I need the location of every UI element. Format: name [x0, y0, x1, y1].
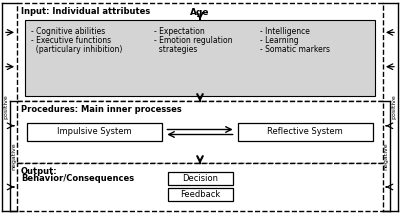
Text: - Learning: - Learning — [260, 36, 298, 45]
Text: Decision: Decision — [182, 174, 218, 183]
Text: Output:: Output: — [21, 167, 58, 176]
Text: - Executive functions: - Executive functions — [31, 36, 111, 45]
Text: Feedback: Feedback — [180, 190, 220, 199]
Bar — [17, 3, 383, 101]
Bar — [238, 123, 373, 141]
Text: - Intelligence: - Intelligence — [260, 27, 309, 36]
Text: Reflective System: Reflective System — [268, 128, 343, 137]
Text: (particulary inhibition): (particulary inhibition) — [31, 45, 122, 54]
Text: negative: negative — [12, 142, 16, 170]
Bar — [17, 101, 383, 163]
Text: strategies: strategies — [154, 45, 198, 54]
Text: Impulsive System: Impulsive System — [57, 128, 132, 137]
Text: Input: Individual attributes: Input: Individual attributes — [21, 7, 150, 16]
Text: Behavior/Consequences: Behavior/Consequences — [21, 174, 134, 183]
Bar — [25, 20, 375, 96]
Text: - Cognitive abilities: - Cognitive abilities — [31, 27, 105, 36]
Text: Age: Age — [190, 8, 210, 17]
Text: - Expectation: - Expectation — [154, 27, 205, 36]
Text: Procedures: Main inner processes: Procedures: Main inner processes — [21, 105, 182, 114]
Bar — [27, 123, 162, 141]
Text: positive: positive — [392, 95, 396, 119]
Bar — [17, 163, 383, 211]
Text: - Emotion regulation: - Emotion regulation — [154, 36, 233, 45]
Bar — [168, 188, 232, 201]
Text: - Somatic markers: - Somatic markers — [260, 45, 330, 54]
Text: negative: negative — [384, 142, 388, 170]
Bar — [168, 172, 232, 185]
Text: positive: positive — [4, 95, 8, 119]
